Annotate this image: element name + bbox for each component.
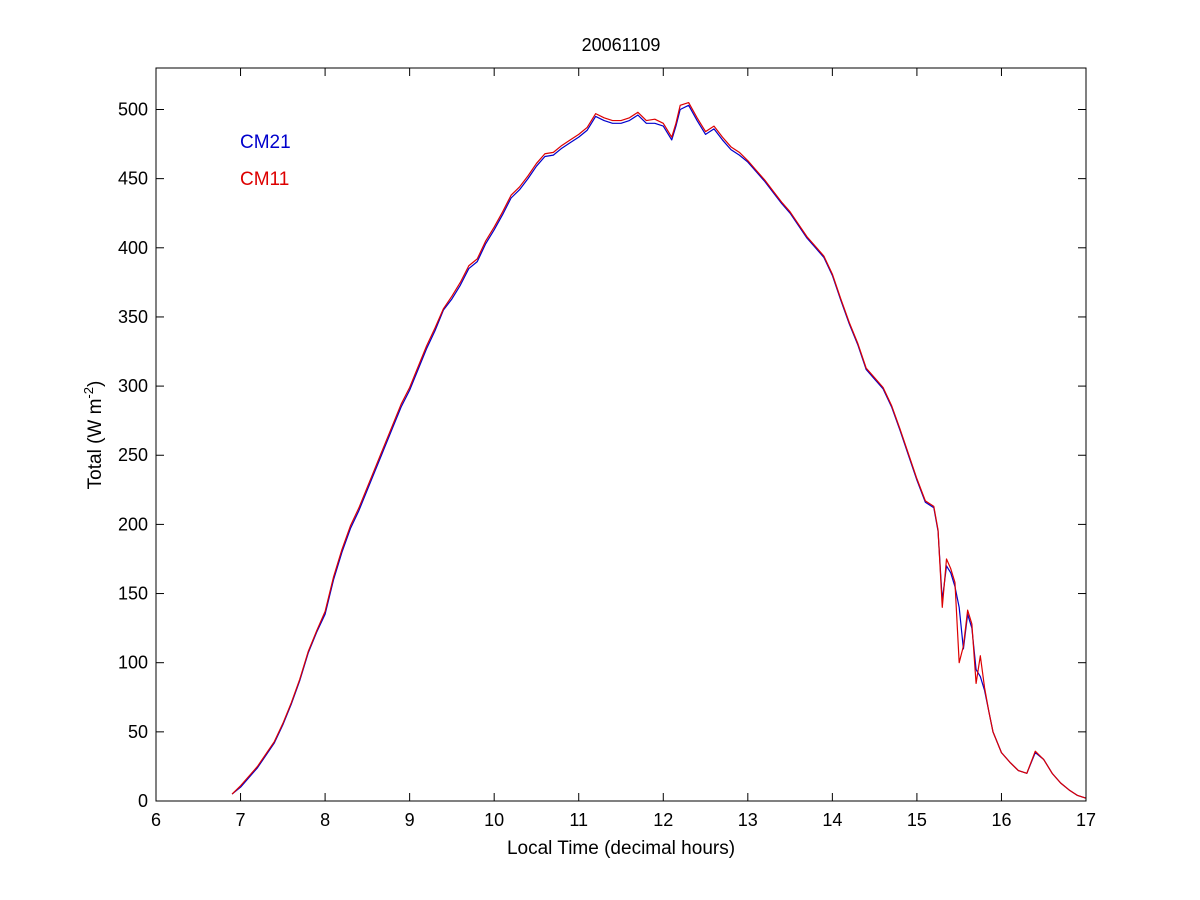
axis-ticks: 6 7 8 9 10 11 12 13 14 15 16 17 0 50 100 150 200 250 300 35… [118, 68, 1096, 830]
x-tick-label: 11 [569, 810, 588, 830]
x-tick-label: 8 [320, 810, 330, 830]
y-tick-label: 50 [128, 722, 148, 742]
x-tick-label: 6 [151, 810, 161, 830]
x-tick-label: 15 [907, 810, 927, 830]
y-tick-label: 300 [118, 376, 148, 396]
x-tick-label: 17 [1076, 810, 1096, 830]
y-axis-label-close: ) [85, 381, 106, 387]
chart-title: 20061109 [582, 35, 661, 55]
legend: CM21 CM11 [240, 132, 291, 190]
y-tick-label: 200 [118, 514, 148, 534]
data-series [231, 101, 1087, 799]
x-tick-label: 16 [991, 810, 1011, 830]
legend-entry-cm21: CM21 [240, 132, 291, 153]
x-tick-label: 9 [405, 810, 415, 830]
y-tick-label: 150 [118, 584, 148, 604]
x-axis-label: Local Time (decimal hours) [507, 838, 735, 859]
y-tick-label: 0 [138, 791, 148, 811]
y-tick-label: 450 [118, 169, 148, 189]
x-tick-label: 14 [822, 810, 842, 830]
legend-entry-cm11: CM11 [240, 169, 289, 190]
y-tick-label: 500 [118, 99, 148, 119]
y-axis-label-text: Total (W m [85, 399, 106, 490]
y-tick-label: 400 [118, 238, 148, 258]
plot-area-frame [155, 67, 1087, 802]
y-axis-label: Total (W m-2) [81, 381, 106, 490]
y-tick-label: 100 [118, 653, 148, 673]
y-tick-label: 350 [118, 307, 148, 327]
x-tick-label: 10 [484, 810, 504, 830]
x-tick-label: 12 [653, 810, 673, 830]
series-line-cm11 [231, 101, 1087, 799]
x-tick-label: 7 [236, 810, 246, 830]
x-tick-label: 13 [738, 810, 758, 830]
y-axis-label-superscript: -2 [81, 387, 96, 399]
y-tick-label: 250 [118, 445, 148, 465]
